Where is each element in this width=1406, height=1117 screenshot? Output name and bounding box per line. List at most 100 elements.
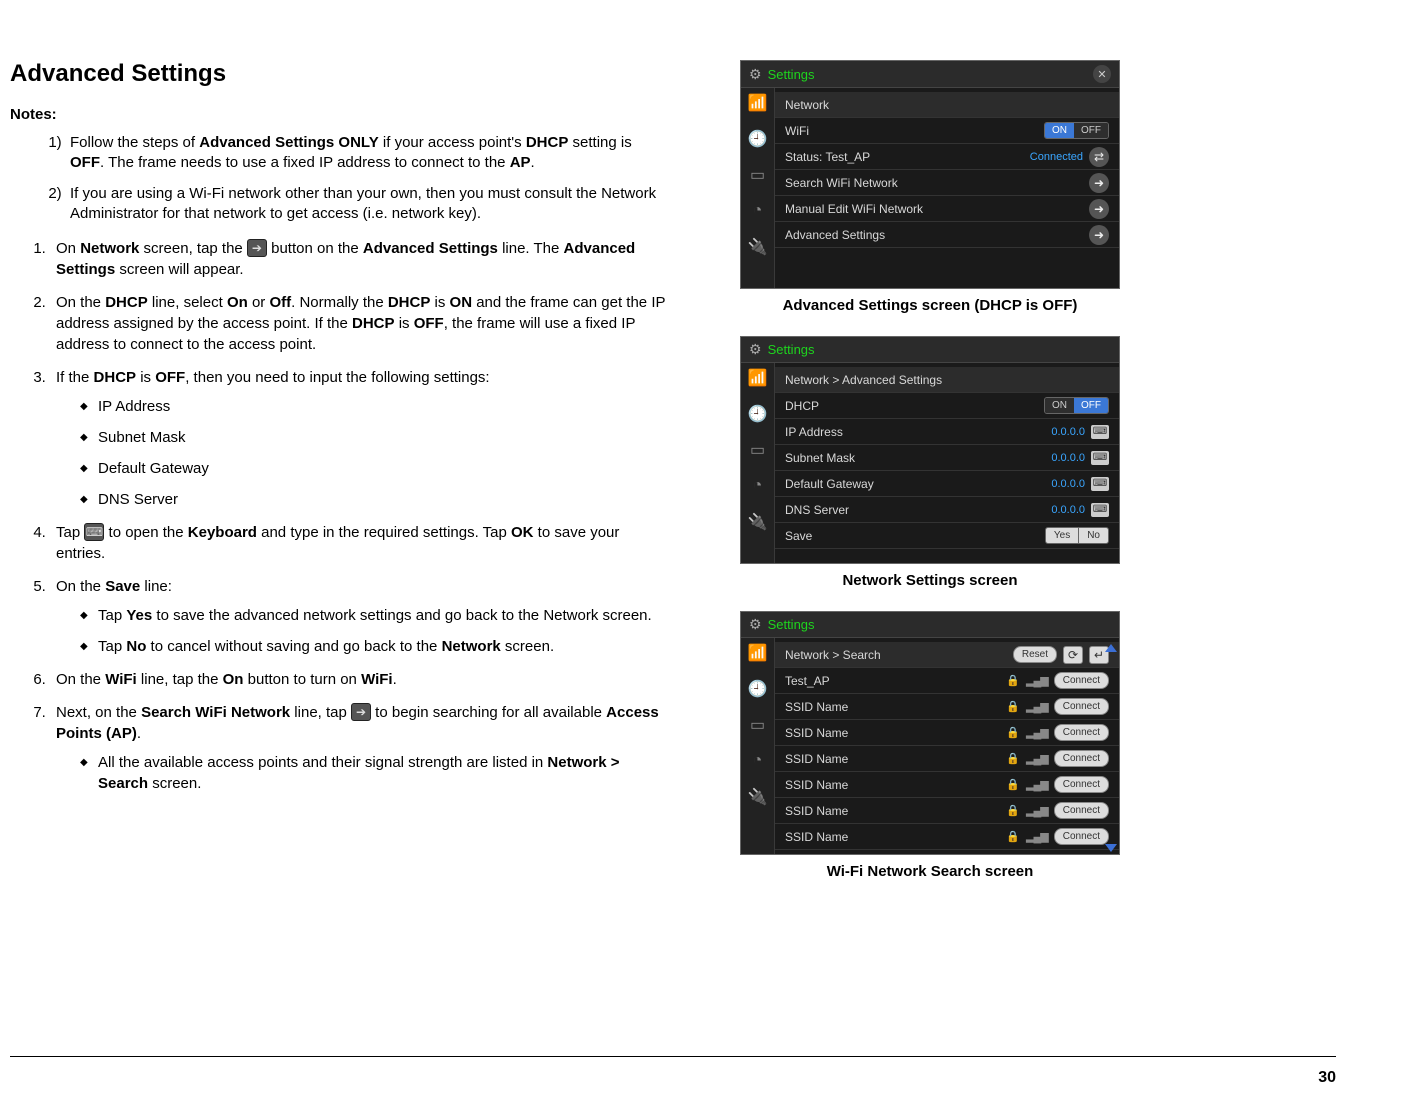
connect-button[interactable]: Connect xyxy=(1054,698,1109,715)
lock-icon: 🔒 xyxy=(1006,726,1020,739)
connect-button[interactable]: Connect xyxy=(1054,776,1109,793)
sub-item: IP Address xyxy=(80,396,670,417)
goto-icon[interactable]: ⇄ xyxy=(1089,147,1109,167)
network-row[interactable]: Test_AP 🔒 ▂▄▆ Connect xyxy=(775,668,1119,694)
arrow-icon[interactable]: ➜ xyxy=(1089,173,1109,193)
sidebar-icon[interactable]: 🕘 xyxy=(747,403,769,425)
page-heading: Advanced Settings xyxy=(10,60,670,88)
sidebar-icon[interactable]: 🔌 xyxy=(747,511,769,533)
connect-button[interactable]: Connect xyxy=(1054,750,1109,767)
toggle[interactable]: ONOFF xyxy=(1044,397,1109,414)
scroll-up-icon[interactable] xyxy=(1105,644,1117,652)
sub-list: Tap Yes to save the advanced network set… xyxy=(56,605,670,657)
setting-row[interactable]: Manual Edit WiFi Network➜ xyxy=(775,196,1119,222)
gear-icon: ⚙ xyxy=(749,66,762,83)
sub-list: IP AddressSubnet MaskDefault GatewayDNS … xyxy=(56,396,670,510)
screenshot-column: ⚙ Settings ✕ 📶🕘▭◔🔌 NetworkWiFiONOFFStatu… xyxy=(730,60,1130,902)
scroll-down-icon[interactable] xyxy=(1105,844,1117,852)
signal-icon: ▂▄▆ xyxy=(1026,674,1048,687)
setting-row[interactable]: IP Address0.0.0.0⌨ xyxy=(775,419,1119,445)
step-item: If the DHCP is OFF, then you need to inp… xyxy=(50,367,670,510)
sub-item: DNS Server xyxy=(80,489,670,510)
sidebar-icon[interactable]: 📶 xyxy=(747,367,769,389)
reset-button[interactable]: Reset xyxy=(1013,646,1057,663)
sidebar-icon[interactable]: 🔌 xyxy=(747,236,769,258)
screenshot-2: ⚙ Settings 📶 🕘 ▭ ◔ 🔌 Network > Advanced Sett… xyxy=(740,336,1120,564)
network-row[interactable]: SSID Name 🔒 ▂▄▆ Connect xyxy=(775,824,1119,850)
network-row[interactable]: SSID Name 🔒 ▂▄▆ Connect xyxy=(775,694,1119,720)
connect-button[interactable]: Connect xyxy=(1054,802,1109,819)
arrow-icon[interactable]: ➜ xyxy=(1089,225,1109,245)
ip-value: 0.0.0.0 xyxy=(1051,452,1085,464)
setting-row[interactable]: Subnet Mask0.0.0.0⌨ xyxy=(775,445,1119,471)
steps-list: On Network screen, tap the button on the… xyxy=(10,238,670,794)
notes-list: Follow the steps of Advanced Settings ON… xyxy=(10,133,670,224)
signal-icon: ▂▄▆ xyxy=(1026,752,1048,765)
sidebar-icon[interactable]: 🕘 xyxy=(747,128,769,150)
arrow-icon xyxy=(351,703,371,721)
setting-row[interactable]: DHCPONOFF xyxy=(775,393,1119,419)
setting-row[interactable]: Status: Test_APConnected⇄ xyxy=(775,144,1119,170)
step-item: Next, on the Search WiFi Network line, t… xyxy=(50,702,670,794)
connect-button[interactable]: Connect xyxy=(1054,672,1109,689)
ip-value: 0.0.0.0 xyxy=(1051,504,1085,516)
arrow-icon[interactable]: ➜ xyxy=(1089,199,1109,219)
breadcrumb-row: Network > Advanced Settings xyxy=(775,367,1119,393)
lock-icon: 🔒 xyxy=(1006,700,1020,713)
toggle[interactable]: ONOFF xyxy=(1044,122,1109,139)
keyboard-icon[interactable]: ⌨ xyxy=(1091,477,1109,491)
note-item: Follow the steps of Advanced Settings ON… xyxy=(70,133,670,174)
sub-item: Tap No to cancel without saving and go b… xyxy=(80,636,670,657)
close-icon[interactable]: ✕ xyxy=(1093,65,1111,83)
sidebar-icon[interactable]: ▭ xyxy=(747,439,769,461)
setting-row[interactable]: Advanced Settings➜ xyxy=(775,222,1119,248)
network-row[interactable]: SSID Name 🔒 ▂▄▆ Connect xyxy=(775,720,1119,746)
shot-header: ⚙ Settings ✕ xyxy=(741,61,1119,88)
connect-button[interactable]: Connect xyxy=(1054,724,1109,741)
sidebar-icon[interactable]: ▭ xyxy=(747,164,769,186)
screenshot-2-caption: Network Settings screen xyxy=(730,572,1130,589)
lock-icon: 🔒 xyxy=(1006,778,1020,791)
keyboard-icon[interactable]: ⌨ xyxy=(1091,451,1109,465)
keyboard-icon xyxy=(84,523,104,541)
network-row[interactable]: SSID Name 🔒 ▂▄▆ Connect xyxy=(775,798,1119,824)
step-item: On the WiFi line, tap the On button to t… xyxy=(50,669,670,690)
step-item: On the DHCP line, select On or Off. Norm… xyxy=(50,292,670,355)
connect-button[interactable]: Connect xyxy=(1054,828,1109,845)
lock-icon: 🔒 xyxy=(1006,804,1020,817)
sidebar-icon[interactable]: 📶 xyxy=(747,92,769,114)
refresh-icon[interactable]: ⟳ xyxy=(1063,646,1083,664)
shot-header: ⚙ Settings xyxy=(741,337,1119,363)
setting-row[interactable]: SaveYesNo xyxy=(775,523,1119,549)
status-text: Connected xyxy=(1030,151,1083,163)
sidebar-icon[interactable]: ◔ xyxy=(747,200,769,222)
shot-title: Settings xyxy=(768,617,815,632)
setting-row[interactable]: WiFiONOFF xyxy=(775,118,1119,144)
sidebar-icon[interactable]: ◔ xyxy=(747,750,769,772)
setting-row[interactable]: Search WiFi Network➜ xyxy=(775,170,1119,196)
shot-title: Settings xyxy=(768,67,815,82)
signal-icon: ▂▄▆ xyxy=(1026,726,1048,739)
setting-row[interactable]: DNS Server0.0.0.0⌨ xyxy=(775,497,1119,523)
sub-item: Subnet Mask xyxy=(80,427,670,448)
network-row[interactable]: SSID Name 🔒 ▂▄▆ Connect xyxy=(775,746,1119,772)
screenshot-1-caption: Advanced Settings screen (DHCP is OFF) xyxy=(730,297,1130,314)
sidebar-icon[interactable]: 🕘 xyxy=(747,678,769,700)
keyboard-icon[interactable]: ⌨ xyxy=(1091,425,1109,439)
sidebar-icon[interactable]: 📶 xyxy=(747,642,769,664)
sidebar-icon[interactable]: 🔌 xyxy=(747,786,769,808)
keyboard-icon[interactable]: ⌨ xyxy=(1091,503,1109,517)
screenshot-3: ⚙ Settings 📶🕘▭◔🔌 Network > Search Reset … xyxy=(740,611,1120,855)
sidebar-icon[interactable]: ◔ xyxy=(747,475,769,497)
setting-row[interactable]: Default Gateway0.0.0.0⌨ xyxy=(775,471,1119,497)
yes-no[interactable]: YesNo xyxy=(1045,527,1109,544)
sidebar-icon[interactable]: ▭ xyxy=(747,714,769,736)
network-row[interactable]: SSID Name 🔒 ▂▄▆ Connect xyxy=(775,772,1119,798)
shot-header: ⚙ Settings xyxy=(741,612,1119,638)
signal-icon: ▂▄▆ xyxy=(1026,804,1048,817)
ip-value: 0.0.0.0 xyxy=(1051,478,1085,490)
shot-sidebar: 📶 🕘 ▭ ◔ 🔌 xyxy=(741,638,775,854)
page-number: 30 xyxy=(1318,1069,1336,1087)
lock-icon: 🔒 xyxy=(1006,674,1020,687)
gear-icon: ⚙ xyxy=(749,616,762,633)
